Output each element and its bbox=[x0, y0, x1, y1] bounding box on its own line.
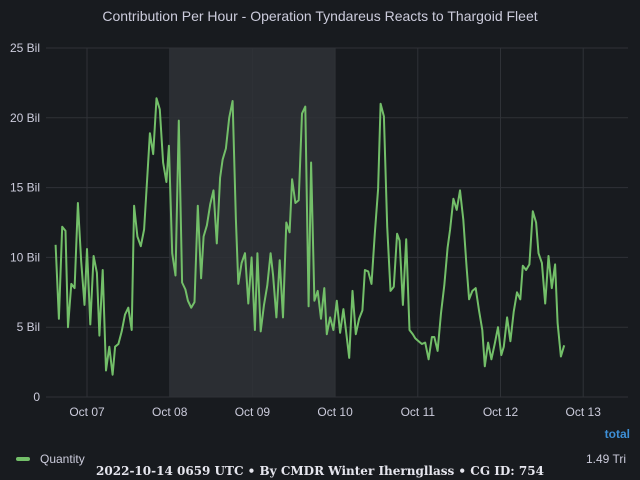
y-tick-label: 25 Bil bbox=[10, 41, 40, 55]
x-tick-label: Oct 08 bbox=[152, 405, 188, 419]
legend-value-total: 1.49 Tri bbox=[585, 452, 626, 466]
legend[interactable]: Quantity bbox=[16, 452, 85, 466]
x-tick-label: Oct 09 bbox=[235, 405, 271, 419]
x-tick-label: Oct 10 bbox=[317, 405, 353, 419]
chart-title: Contribution Per Hour - Operation Tyndar… bbox=[102, 8, 538, 24]
y-tick-label: 0 bbox=[33, 390, 40, 404]
series-line-quantity bbox=[54, 97, 566, 376]
grid-layer bbox=[46, 47, 628, 398]
footer-credit: 2022-10-14 0659 UTC • By CMDR Winter Ihe… bbox=[96, 464, 544, 478]
y-tick-label: 15 Bil bbox=[10, 181, 40, 195]
legend-total-header[interactable]: total bbox=[604, 427, 630, 441]
x-tick-label: Oct 11 bbox=[401, 405, 436, 419]
x-tick-label: Oct 07 bbox=[69, 405, 105, 419]
axis-labels-layer: 0 5 Bil 10 Bil 15 Bil 20 Bil 25 Bil Oct 07 Oct … bbox=[10, 41, 601, 419]
y-tick-label: 10 Bil bbox=[10, 250, 40, 264]
legend-swatch-quantity bbox=[16, 457, 30, 461]
x-tick-label: Oct 12 bbox=[483, 405, 519, 419]
y-tick-label: 5 Bil bbox=[17, 320, 40, 334]
legend-label-quantity[interactable]: Quantity bbox=[40, 452, 85, 466]
x-tick-label: Oct 13 bbox=[566, 405, 602, 419]
series-layer bbox=[54, 97, 566, 376]
y-tick-label: 20 Bil bbox=[10, 111, 40, 125]
